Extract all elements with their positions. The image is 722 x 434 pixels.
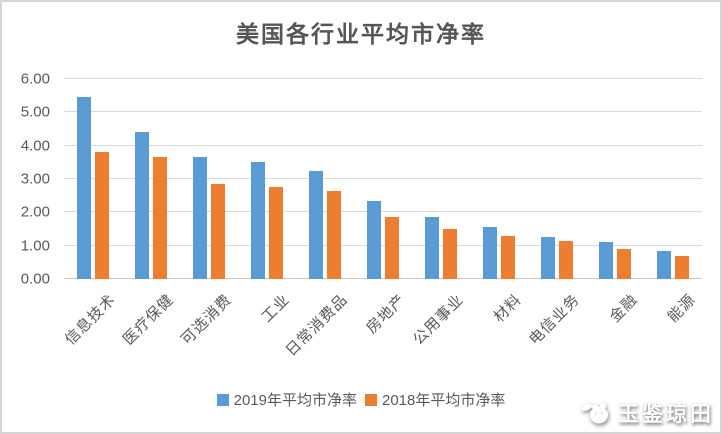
bar	[135, 132, 149, 279]
gridline	[64, 111, 702, 113]
chart-title: 美国各行业平均市净率	[236, 21, 486, 48]
watermark-text: 玉鉴琼田	[618, 401, 714, 426]
panda-mascot-icon	[581, 403, 608, 424]
x-axis-label: 公用事业	[409, 290, 468, 349]
x-axis-labels: 信息技术 医疗保健 可选消费 工业 日常消费品 房地产 公用事业 材料 电信业务 金融 能源	[61, 289, 702, 384]
x-axis-line	[64, 278, 702, 279]
bar	[327, 190, 341, 279]
y-tick-label: 1.00	[20, 237, 50, 255]
bar-group-7	[412, 79, 470, 279]
legend-item-2019: 2019年平均市净率	[216, 389, 357, 410]
bar-group-5	[296, 79, 354, 279]
y-tick-label: 5.00	[20, 103, 50, 121]
x-axis-label: 材料	[489, 290, 526, 326]
legend-label-2019: 2019年平均市净率	[233, 392, 357, 409]
bar	[501, 235, 515, 279]
bar-group-4	[238, 79, 296, 279]
bar	[443, 229, 457, 279]
x-axis-label: 信息技术	[61, 290, 120, 349]
bar	[617, 249, 631, 279]
y-tick-label: 4.00	[20, 137, 50, 155]
x-axis-label: 工业	[257, 290, 294, 326]
legend-swatch-2018	[365, 393, 377, 406]
bar	[385, 217, 399, 279]
bar	[483, 227, 497, 279]
legend: 2019年平均市净率 2018年平均市净率	[2, 389, 720, 410]
bar	[559, 240, 573, 279]
bar	[193, 157, 207, 279]
bar	[675, 255, 689, 279]
bar-series	[64, 79, 702, 279]
gridline	[64, 78, 702, 79]
x-axis-label: 可选消费	[177, 290, 236, 349]
bar-group-6	[354, 79, 412, 279]
bar	[251, 162, 265, 279]
bar-group-8	[470, 79, 528, 279]
bar-group-3	[180, 79, 238, 279]
bar-group-1	[64, 79, 122, 279]
gridline	[64, 178, 702, 179]
y-axis: 0.00 1.00 2.00 3.00 4.00 5.00 6.00	[2, 71, 54, 288]
y-tick-label: 6.00	[20, 70, 50, 88]
bar	[269, 187, 283, 279]
bar-group-11	[644, 79, 702, 279]
x-axis-label: 日常消费品	[281, 290, 352, 360]
y-tick-label: 3.00	[20, 170, 50, 188]
x-axis-label: 房地产	[362, 290, 410, 338]
x-axis-label: 能源	[663, 290, 700, 326]
gridline	[64, 211, 702, 213]
bar-group-2	[122, 79, 180, 279]
plot-area	[64, 78, 702, 279]
bar	[95, 152, 109, 279]
bar	[425, 217, 439, 279]
bar	[541, 237, 555, 279]
bar	[309, 170, 323, 279]
bar	[367, 200, 381, 279]
y-tick-label: 2.00	[20, 203, 50, 221]
bar	[77, 97, 91, 279]
bar	[211, 184, 225, 279]
bar	[599, 242, 613, 279]
bar	[657, 250, 671, 279]
y-tick-label: 0.00	[20, 270, 50, 288]
legend-item-2018: 2018年平均市净率	[365, 389, 505, 410]
x-axis-label: 金融	[605, 290, 642, 326]
gridline	[64, 244, 702, 246]
gridline	[64, 144, 702, 146]
bar-group-9	[528, 79, 586, 279]
watermark: 玉鉴琼田	[580, 398, 714, 428]
bar-group-10	[586, 79, 644, 279]
legend-label-2018: 2018年平均市净率	[382, 392, 506, 409]
legend-swatch-2019	[216, 393, 229, 406]
bar	[153, 157, 167, 279]
x-axis-label: 医疗保健	[119, 290, 178, 349]
x-axis-label: 电信业务	[525, 290, 584, 349]
